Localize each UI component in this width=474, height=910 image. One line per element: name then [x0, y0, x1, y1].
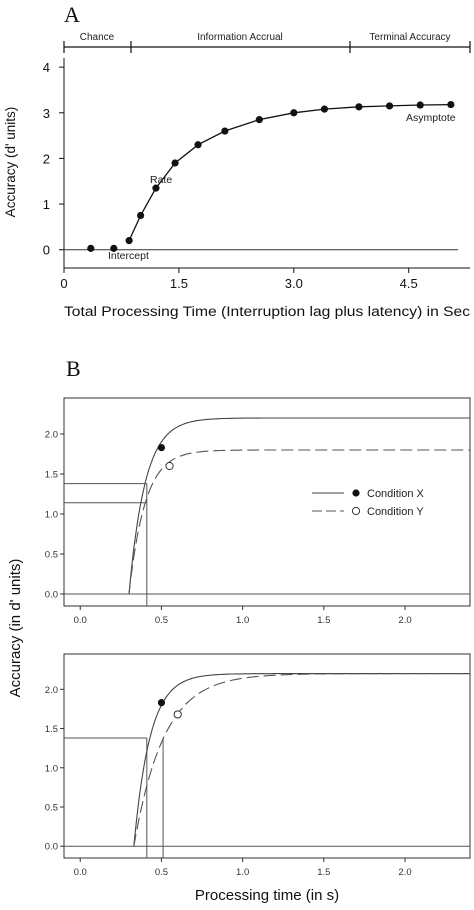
annotation-asymptote: Asymptote [406, 112, 456, 124]
x-tick-label-b: 1.0 [236, 867, 249, 878]
annotation-rate: Rate [150, 174, 172, 186]
x-tick-label-b: 0.0 [74, 867, 87, 878]
y-tick-label-a: 1 [43, 197, 50, 212]
x-tick-label-b: 1.5 [317, 615, 330, 626]
data-point-a [194, 141, 202, 149]
y-tick-label-b: 2.0 [45, 685, 58, 696]
y-axis-label-a: Accuracy (d' units) [3, 107, 18, 218]
y-axis-label-b: Accuracy (in d' units) [7, 559, 24, 698]
legend-label-y: Condition Y [367, 506, 424, 518]
condition-y-curve [128, 449, 470, 595]
y-tick-label-b: 0.0 [45, 842, 58, 853]
data-point-a [221, 127, 229, 135]
plot-frame-b2 [63, 653, 471, 859]
condition-y-marker [165, 461, 174, 471]
x-tick-label-b: 1.0 [236, 615, 249, 626]
annotation-intercept: Intercept [108, 250, 149, 262]
y-tick-label-b: 0.0 [45, 590, 58, 601]
condition-y-curve [133, 673, 470, 847]
y-tick-label-a: 2 [43, 151, 50, 166]
y-tick-label-b: 1.0 [45, 510, 58, 521]
legend-label-x: Condition X [367, 488, 425, 500]
plot-frame-b1 [63, 397, 471, 607]
phase-label: Information Accrual [197, 32, 283, 43]
phase-label: Terminal Accuracy [369, 32, 450, 43]
panel-label-b: B [66, 356, 81, 381]
x-tick-label-a: 1.5 [170, 276, 188, 291]
condition-x-marker [157, 699, 166, 707]
condition-x-marker [157, 444, 166, 452]
y-tick-label-b: 1.0 [45, 763, 58, 774]
panel-label-a: A [64, 2, 80, 27]
x-tick-label-a: 3.0 [285, 276, 303, 291]
x-tick-label-b: 0.0 [74, 615, 87, 626]
x-tick-label-b: 2.0 [398, 615, 411, 626]
data-point-a [320, 105, 329, 113]
data-point-a [255, 116, 263, 124]
data-point-a [152, 184, 160, 192]
x-tick-label-b: 0.5 [155, 615, 168, 626]
data-point-a [416, 101, 424, 109]
condition-x-curve [128, 417, 470, 595]
legend-marker-y [351, 506, 361, 516]
x-tick-label-b: 1.5 [317, 867, 330, 878]
data-point-a [125, 237, 133, 245]
data-point-a [355, 103, 363, 111]
x-tick-label-a: 0 [60, 276, 67, 291]
data-point-a [171, 159, 179, 167]
y-tick-label-b: 2.0 [45, 430, 58, 441]
data-point-a [137, 211, 145, 220]
x-tick-label-b: 0.5 [155, 867, 168, 878]
y-tick-label-b: 1.5 [45, 470, 58, 481]
x-tick-label-a: 4.5 [400, 276, 418, 291]
y-tick-label-a: 0 [43, 243, 50, 258]
data-point-a [290, 109, 298, 117]
y-tick-label-b: 0.5 [45, 803, 58, 814]
data-point-a [447, 100, 455, 109]
condition-y-marker [173, 710, 182, 719]
legend-marker-x [352, 489, 360, 497]
y-tick-label-a: 4 [43, 60, 50, 75]
data-point-a [87, 244, 95, 252]
x-tick-label-b: 2.0 [398, 867, 411, 878]
data-point-a [110, 244, 118, 252]
data-point-a [385, 102, 394, 110]
accuracy-curve-a [128, 103, 451, 241]
y-tick-label-b: 0.5 [45, 550, 58, 561]
condition-x-curve [133, 673, 470, 847]
x-axis-label-b: Processing time (in s) [195, 887, 339, 904]
y-tick-label-a: 3 [43, 106, 50, 121]
x-axis-label-a: Total Processing Time (Interruption lag … [64, 304, 470, 319]
y-tick-label-b: 1.5 [45, 724, 58, 735]
phase-label: Chance [80, 32, 115, 43]
